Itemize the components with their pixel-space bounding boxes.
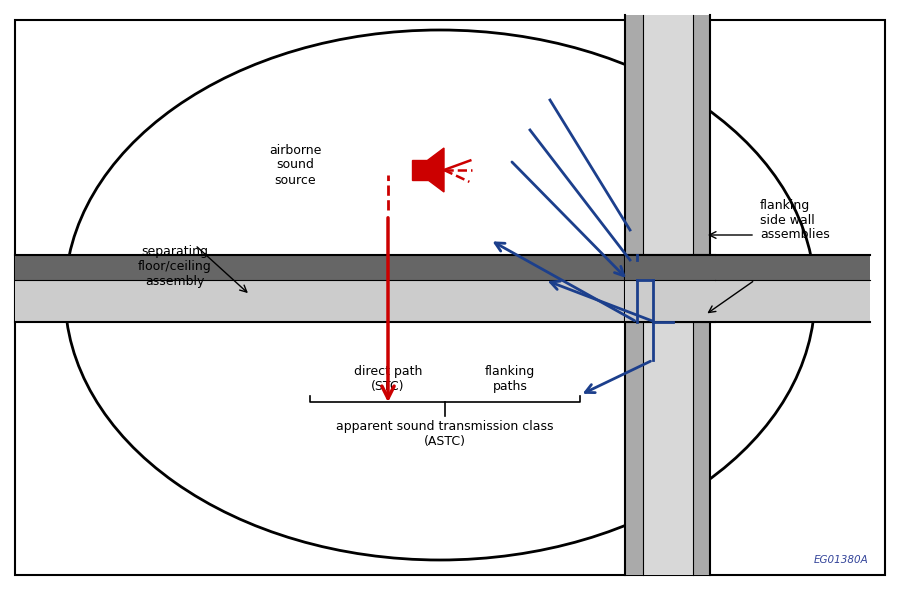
Text: airborne
sound
source: airborne sound source [269, 143, 321, 186]
Text: EG01380A: EG01380A [814, 555, 868, 565]
Polygon shape [412, 160, 428, 180]
Text: direct path
(STC): direct path (STC) [354, 365, 423, 393]
Bar [15, 280, 870, 322]
Text: separating
floor/ceiling
assembly: separating floor/ceiling assembly [138, 245, 212, 288]
Text: apparent sound transmission class
(ASTC): apparent sound transmission class (ASTC) [337, 420, 554, 448]
Polygon shape [428, 148, 444, 192]
Bar [625, 15, 643, 575]
Text: flanking
paths: flanking paths [485, 365, 535, 393]
Bar [15, 255, 870, 280]
Bar [625, 255, 715, 280]
Bar [643, 15, 693, 575]
Text: flanking
side wall
assemblies: flanking side wall assemblies [760, 198, 830, 241]
Bar [693, 15, 710, 575]
Bar [625, 280, 715, 322]
